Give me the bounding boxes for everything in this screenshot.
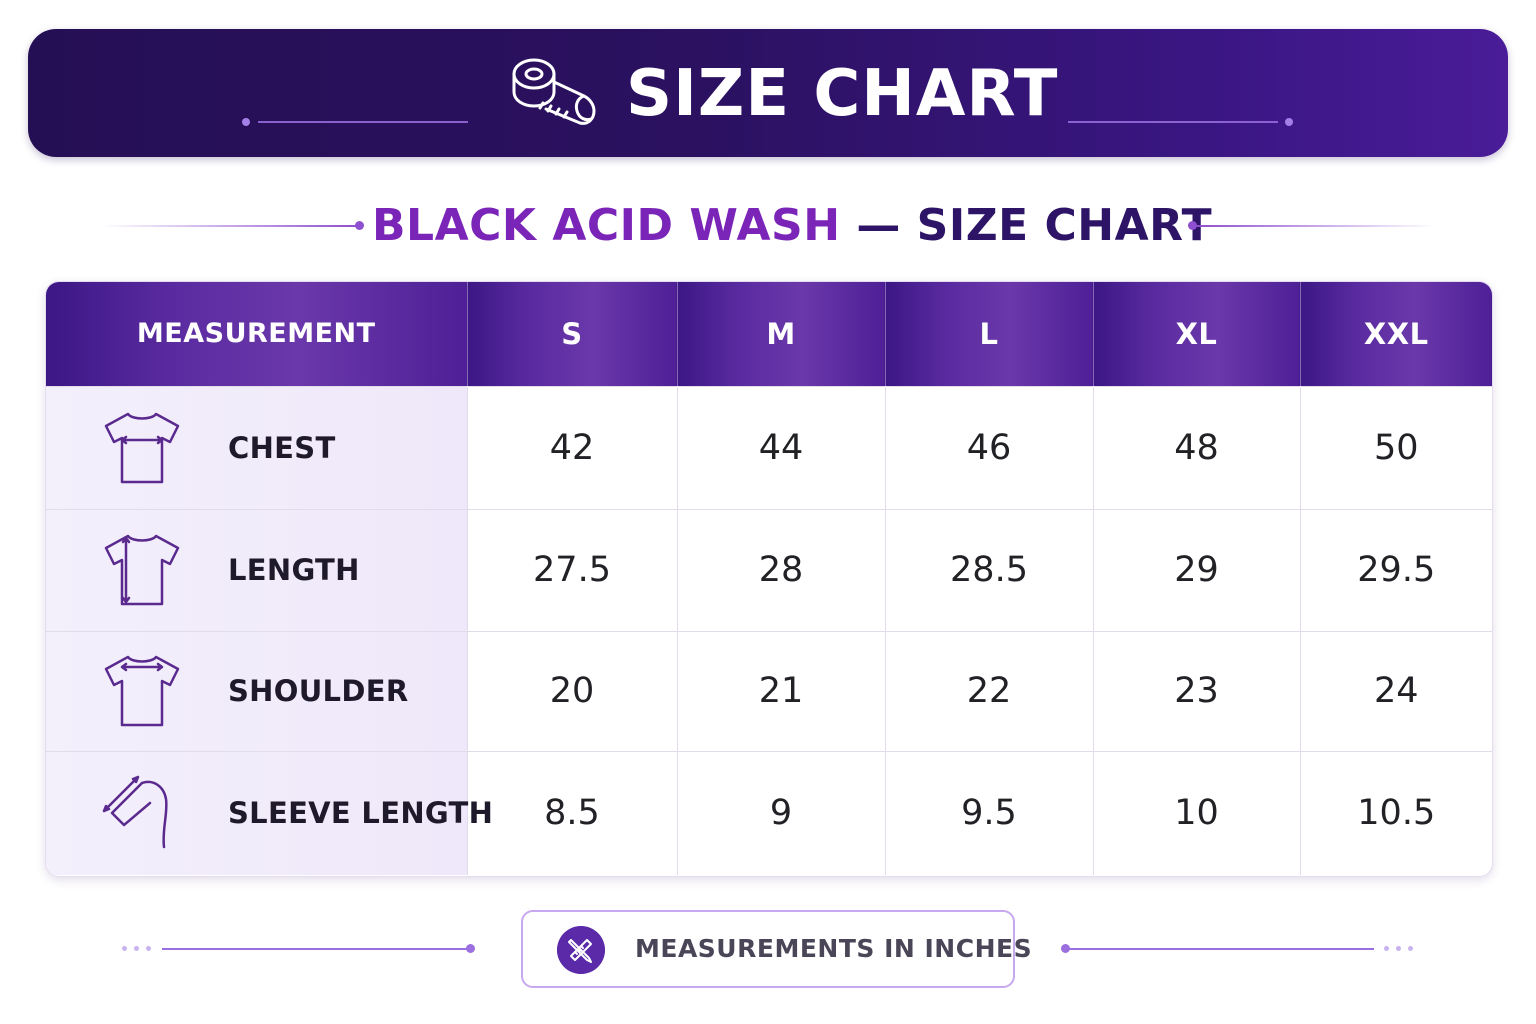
row-label: SHOULDER (228, 674, 409, 708)
units-note-text: MEASUREMENTS IN INCHES (635, 934, 1033, 963)
measuring-tape-icon (512, 58, 596, 125)
header-size-m: M (677, 282, 886, 386)
sleeve-length-icon (102, 776, 168, 849)
subtitle-suffix: — SIZE CHART (856, 200, 1213, 251)
row-label: SLEEVE LENGTH (228, 796, 494, 831)
cell-value: 21 (677, 630, 886, 751)
table-row: CHEST 42 44 46 48 50 (46, 385, 1492, 509)
cell-value: 28.5 (885, 508, 1094, 631)
tshirt-length-icon (104, 534, 180, 606)
subtitle-product: BLACK ACID WASH (372, 200, 841, 251)
subtitle-left-line (100, 225, 358, 227)
cell-value: 28 (677, 508, 886, 631)
footer-right-dot-small (1384, 946, 1389, 951)
cell-value: 24 (1300, 630, 1492, 751)
cell-value: 46 (885, 385, 1094, 509)
footer-left-dot (466, 944, 475, 953)
cell-value: 22 (885, 630, 1094, 751)
table-row: LENGTH 27.5 28 28.5 29 29.5 (46, 508, 1492, 631)
tshirt-shoulder-icon (104, 655, 180, 727)
header-size-xl: XL (1093, 282, 1301, 386)
row-label-cell: SHOULDER (46, 630, 468, 751)
cell-value: 10 (1093, 750, 1301, 875)
banner-right-dot (1285, 118, 1293, 126)
header-size-s: S (467, 282, 678, 386)
header-size-l: L (885, 282, 1094, 386)
row-label: CHEST (228, 430, 336, 465)
title-banner (28, 29, 1508, 157)
cell-value: 10.5 (1300, 750, 1492, 875)
row-label-cell: SLEEVE LENGTH (46, 750, 493, 875)
units-note: MEASUREMENTS IN INCHES (521, 910, 1032, 988)
ruler-pencil-icon (557, 926, 605, 974)
header-measurement: MEASUREMENT (46, 282, 468, 386)
cell-value: 50 (1300, 385, 1492, 509)
size-table: MEASUREMENT S M L XL XXL CHEST (46, 282, 1492, 875)
banner-left-line (258, 121, 468, 123)
section-subtitle: BLACK ACID WASH — SIZE CHART (372, 198, 1212, 254)
footer-right-dot (1061, 944, 1070, 953)
table-header-row: MEASUREMENT S M L XL XXL (46, 282, 1492, 386)
cell-value: 20 (467, 630, 678, 751)
cell-value: 29.5 (1300, 508, 1492, 631)
banner-title: SIZE CHART (626, 57, 1059, 131)
cell-value: 23 (1093, 630, 1301, 751)
header-size-xxl: XXL (1300, 282, 1492, 386)
cell-value: 9.5 (885, 750, 1094, 875)
cell-value: 8.5 (467, 750, 678, 875)
footer-left-dot-small (146, 946, 151, 951)
footer-left-dot-small (134, 946, 139, 951)
footer-left-dot-small (122, 946, 127, 951)
footer-left-line (162, 948, 468, 950)
cell-value: 29 (1093, 508, 1301, 631)
size-table-card: MEASUREMENT S M L XL XXL CHEST (45, 281, 1493, 877)
row-label-cell: CHEST (46, 385, 468, 509)
cell-value: 27.5 (467, 508, 678, 631)
cell-value: 42 (467, 385, 678, 509)
row-label-cell: LENGTH (46, 508, 468, 631)
table-row: SLEEVE LENGTH 8.5 9 9.5 10 10.5 (46, 750, 1492, 875)
cell-value: 9 (677, 750, 886, 875)
footer-right-dot-small (1396, 946, 1401, 951)
cell-value: 48 (1093, 385, 1301, 509)
footer-right-line (1068, 948, 1374, 950)
banner-right-line (1068, 121, 1278, 123)
row-label: LENGTH (228, 553, 360, 587)
table-row: SHOULDER 20 21 22 23 24 (46, 630, 1492, 751)
tshirt-chest-icon (104, 412, 180, 483)
subtitle-right-dot (1188, 221, 1197, 230)
banner-left-dot (242, 118, 250, 126)
footer-right-dot-small (1408, 946, 1413, 951)
subtitle-right-line (1196, 225, 1436, 227)
cell-value: 44 (677, 385, 886, 509)
subtitle-left-dot (355, 221, 364, 230)
